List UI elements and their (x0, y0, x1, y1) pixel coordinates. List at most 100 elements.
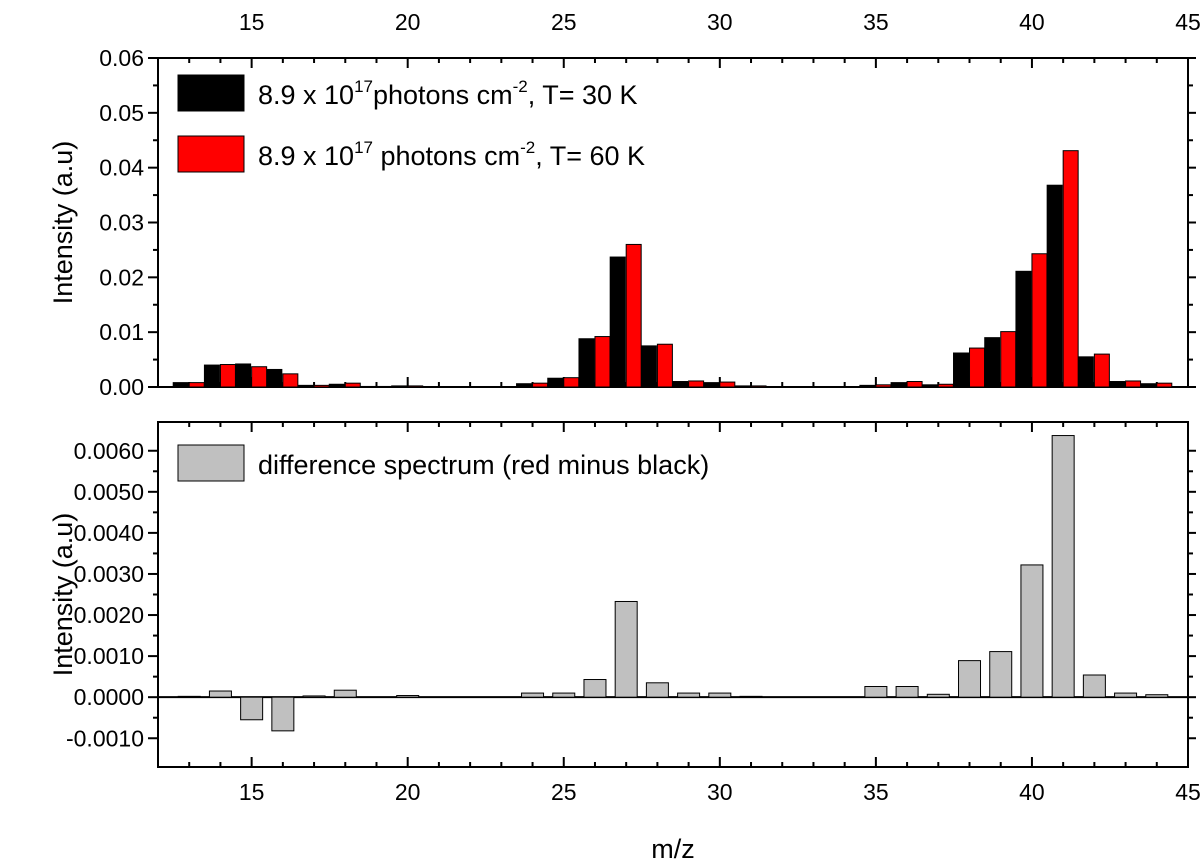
bar-difference (302, 695, 326, 698)
bar-T60K (719, 381, 736, 388)
legend-text-part: 17 (354, 77, 373, 96)
bottom-x-tick-label: 15 (239, 779, 265, 805)
bar-T60K (188, 382, 205, 388)
bottom-x-tick-label: 20 (395, 779, 421, 805)
bar-T30K (640, 345, 657, 388)
legend-swatch-difference (177, 444, 245, 482)
top-y-tick-label: 0.06 (99, 45, 144, 71)
top-x-tick-label: 25 (551, 9, 577, 35)
bottom-y-tick-label: 0.0050 (74, 479, 144, 505)
bar-T60K (500, 386, 517, 388)
bar-difference (552, 692, 576, 698)
bar-T30K (734, 385, 751, 388)
bottom-y-tick-label: 0.0040 (74, 520, 144, 546)
bar-difference (1145, 694, 1169, 698)
bar-T30K (1109, 381, 1126, 388)
bar-T60K (781, 386, 798, 388)
bar-T60K (219, 364, 236, 388)
bar-T30K (1015, 270, 1032, 388)
bar-T60K (375, 385, 392, 388)
bar-T60K (688, 380, 705, 388)
bar-T60K (1156, 382, 1173, 388)
bar-T30K (609, 256, 626, 388)
bottom-y-tick-label: 0.0000 (74, 684, 144, 710)
legend-text-part: 8.9 x 10 (258, 80, 354, 110)
bar-T30K (235, 363, 252, 388)
bar-difference (177, 695, 201, 698)
bar-T30K (547, 377, 564, 388)
bar-difference (240, 696, 264, 721)
legend-swatch-T30K (177, 74, 245, 112)
bar-T60K (532, 382, 549, 388)
bar-T60K (969, 347, 986, 388)
bar-T60K (1062, 150, 1079, 388)
bar-difference (1020, 564, 1044, 698)
bar-difference (333, 689, 357, 698)
bar-T60K (1125, 380, 1142, 388)
bar-difference (1051, 435, 1075, 698)
top-y-tick-label: 0.05 (99, 100, 144, 126)
bar-difference (583, 679, 607, 698)
bar-T60K (563, 377, 580, 388)
bar-T60K (844, 386, 861, 388)
legend-text-part: , T= 30 K (528, 80, 638, 110)
bar-T30K (921, 384, 938, 388)
bar-T30K (890, 382, 907, 388)
bar-T30K (1046, 184, 1063, 388)
legend-label-T60K: 8.9 x 1017 photons cm-2, T= 60 K (258, 138, 645, 171)
bar-T30K (796, 386, 813, 388)
bar-T60K (344, 382, 361, 388)
bar-T30K (297, 384, 314, 388)
top-x-tick-label: 15 (239, 9, 265, 35)
bar-T30K (484, 386, 501, 388)
bar-difference (739, 695, 763, 698)
bar-T30K (266, 368, 283, 388)
bottom-y-tick-label: -0.0010 (66, 725, 144, 751)
top-y-tick-label: 0.04 (99, 155, 144, 181)
bar-T30K (422, 386, 439, 388)
bar-T60K (750, 385, 767, 388)
top-panel: 0.00 0.01 0.02 0.03 0.04 0.05 0.06 Intensity (a… (48, 9, 1200, 400)
bottom-x-tick-label: 45 (1175, 779, 1200, 805)
bar-T60K (937, 383, 954, 388)
bar-T60K (438, 386, 455, 388)
bar-difference (521, 692, 545, 698)
top-x-tick-label: 40 (1019, 9, 1045, 35)
bar-T60K (251, 366, 268, 388)
bar-T60K (656, 343, 673, 388)
bar-difference (614, 600, 638, 698)
bar-T30K (328, 383, 345, 388)
bottom-y-tick-label: 0.0020 (74, 602, 144, 628)
bar-T30K (578, 338, 595, 388)
bar-T30K (953, 352, 970, 388)
bar-T60K (594, 336, 611, 388)
bar-T30K (703, 382, 720, 388)
bar-difference (708, 692, 732, 698)
legend-text-part: -2 (513, 77, 528, 96)
legend-text-part: photons cm (373, 80, 513, 110)
legend-label-T30K: 8.9 x 1017photons cm-2, T= 30 K (258, 77, 638, 110)
legend-text-part: 8.9 x 10 (258, 141, 354, 171)
bar-T60K (1093, 353, 1110, 388)
bar-T30K (765, 386, 782, 388)
bar-T60K (875, 384, 892, 388)
legend-text-part: 17 (354, 138, 373, 157)
bar-difference (958, 660, 982, 698)
legend-text-part: , T= 60 K (535, 141, 645, 171)
bar-T30K (516, 383, 533, 388)
bar-T30K (984, 337, 1001, 388)
legend-text-part: -2 (520, 138, 535, 157)
bar-difference (989, 651, 1013, 698)
legend-text-part: photons cm (373, 141, 520, 171)
top-y-tick-label: 0.02 (99, 264, 144, 290)
top-y-axis-title: Intensity (a.u) (48, 141, 78, 305)
top-y-tick-label: 0.03 (99, 210, 144, 236)
bar-T30K (1140, 383, 1157, 388)
bar-T60K (313, 384, 330, 388)
bar-T30K (203, 364, 220, 388)
bar-T60K (906, 381, 923, 388)
bar-T30K (672, 381, 689, 388)
top-x-tick-label: 30 (707, 9, 733, 35)
top-y-tick-label: 0.01 (99, 319, 144, 345)
